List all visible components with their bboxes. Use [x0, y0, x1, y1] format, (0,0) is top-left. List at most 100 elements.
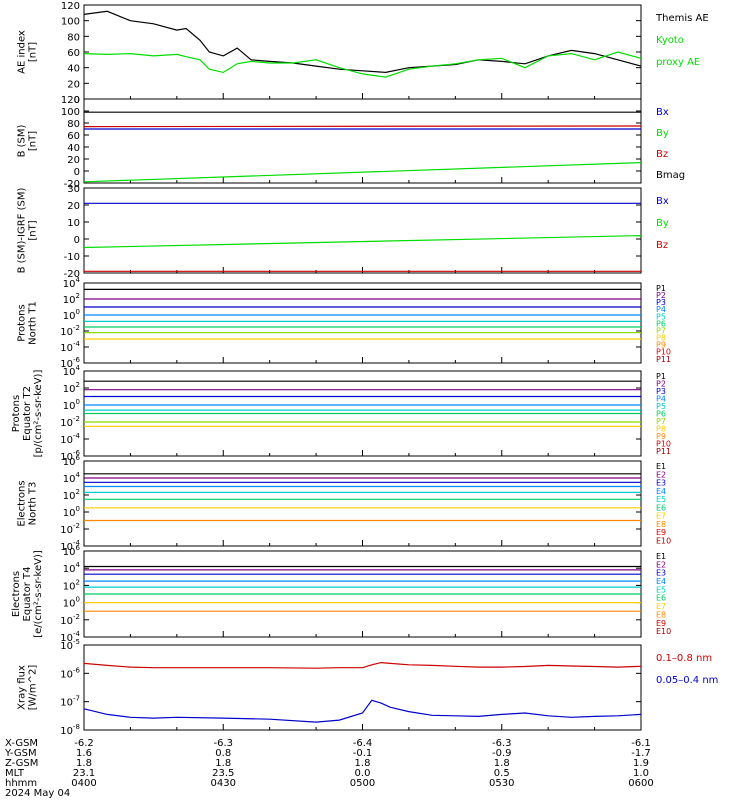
axis-row-value: -1.7	[631, 748, 651, 759]
legend-p10: P10	[656, 440, 671, 449]
y-tick-label: -20	[64, 179, 80, 190]
y-tick-label: 60	[67, 48, 80, 59]
y-tick-label: 0	[74, 167, 80, 178]
axis-row-value: 1.6	[76, 748, 92, 759]
axis-row-value: -0.9	[492, 748, 512, 759]
legend-p7: P7	[656, 417, 666, 426]
panel-5-ylabel: Equator T2	[22, 386, 33, 441]
legend-bmag: Bmag	[656, 170, 685, 181]
axis-row-value: 23.1	[73, 768, 95, 779]
y-tick-label: 20	[67, 155, 80, 166]
panel-1-ylabel: [nT]	[28, 42, 39, 62]
axis-row-value: -6.1	[631, 738, 651, 749]
legend-e7: E7	[656, 602, 666, 611]
panel-1-frame	[83, 4, 642, 100]
y-tick-label: 100	[61, 107, 80, 118]
axis-row-value: 0.5	[494, 768, 510, 779]
y-tick-label: 20	[67, 79, 80, 90]
axis-row-value: 0.0	[355, 768, 371, 779]
legend-p11: P11	[656, 355, 671, 364]
legend-p1: P1	[656, 372, 666, 381]
legend-e5: E5	[656, 585, 666, 594]
legend-p1: P1	[656, 284, 666, 293]
y-tick-label: 104	[63, 471, 81, 485]
y-tick-label: 10-2	[60, 613, 80, 627]
y-tick-label: 100	[63, 505, 80, 519]
legend-p3: P3	[656, 387, 666, 396]
panel-7-ylabel: Equator T4	[22, 567, 33, 622]
legend-themis-ae: Themis AE	[655, 13, 709, 24]
legend-p2: P2	[656, 380, 666, 389]
axis-row-label: hhmm	[5, 778, 37, 789]
axis-row-value: 0.8	[215, 748, 231, 759]
legend-e5: E5	[656, 495, 666, 504]
y-tick-label: 102	[63, 292, 80, 306]
panel-7-ylabel: Electrons	[11, 571, 22, 617]
legend-e7: E7	[656, 512, 666, 521]
axis-row-value: -6.4	[353, 738, 373, 749]
legend-p10: P10	[656, 348, 671, 357]
axis-row-value: -6.2	[74, 738, 94, 749]
panel-4-ylabel: Protons	[17, 304, 28, 341]
series-line-0-05-0-4-nm	[83, 699, 642, 723]
legend-bz: Bz	[656, 240, 668, 251]
panel-5-ylabel: Protons	[11, 395, 22, 432]
legend-p5: P5	[656, 312, 666, 321]
axis-row-value: 1.8	[76, 758, 92, 769]
axis-row-value: 0600	[628, 778, 653, 789]
legend-bx: Bx	[656, 107, 669, 118]
legend-e2: E2	[656, 560, 666, 569]
series-line-bz	[83, 125, 642, 128]
legend-p6: P6	[656, 410, 666, 419]
axis-row-value: 1.8	[355, 758, 371, 769]
panel-4-frame	[83, 282, 642, 364]
y-tick-label: 120	[61, 1, 80, 12]
panel-8-ylabel: Xray flux	[17, 665, 28, 710]
y-tick-label: 10-2	[60, 324, 80, 338]
panel-6-ylabel: North T3	[28, 482, 39, 526]
y-tick-label: 104	[63, 364, 81, 378]
y-tick-label: 102	[63, 381, 80, 395]
panel-3-frame	[83, 187, 642, 274]
y-tick-label: 100	[63, 596, 80, 610]
axis-row-value: 0500	[350, 778, 375, 789]
axis-row-value: 0530	[489, 778, 514, 789]
axis-row-value: 23.5	[212, 768, 234, 779]
panel-2-ylabel: [nT]	[28, 131, 39, 151]
axis-row-value: -0.1	[353, 748, 373, 759]
y-tick-label: 10-5	[60, 638, 80, 652]
axis-row-label: X-GSM	[5, 738, 38, 749]
y-tick-label: 104	[63, 276, 81, 290]
axis-row-value: -6.3	[492, 738, 512, 749]
legend-p11: P11	[656, 447, 671, 456]
legend-e1: E1	[656, 462, 666, 471]
legend-e4: E4	[656, 577, 666, 586]
legend-p8: P8	[656, 334, 666, 343]
panel-3-ylabel: B (SM)-IGRF (SM)	[17, 188, 28, 274]
y-tick-label: 40	[67, 143, 80, 154]
y-tick-label: 80	[67, 119, 80, 130]
y-tick-label: 120	[61, 95, 80, 106]
y-tick-label: 10-2	[60, 522, 80, 536]
panel-3-ylabel: [nT]	[28, 220, 39, 240]
legend-by: By	[656, 218, 669, 229]
legend-e2: E2	[656, 470, 666, 479]
y-tick-label: 10-8	[60, 723, 80, 737]
axis-row-label: Z-GSM	[5, 758, 38, 769]
series-line-by	[83, 235, 642, 249]
legend-p4: P4	[656, 395, 666, 404]
legend-0-05-0-4-nm: 0.05–0.4 nm	[656, 675, 718, 686]
legend-e6: E6	[656, 503, 666, 512]
y-tick-label: 106	[63, 544, 81, 558]
y-tick-label: 102	[63, 578, 80, 592]
legend-kyoto-proxy-ae: proxy AE	[656, 57, 700, 68]
panel-1-ylabel: AE index	[17, 30, 28, 74]
date-label: 2024 May 04	[5, 788, 70, 799]
series-line-themis-ae	[83, 10, 642, 74]
panel-4-ylabel: North T1	[28, 301, 39, 345]
y-tick-label: 100	[61, 17, 80, 28]
legend-e4: E4	[656, 487, 666, 496]
axis-row-label: Y-GSM	[4, 748, 37, 759]
y-tick-label: 10-4	[60, 432, 80, 446]
y-tick-label: 10-4	[60, 340, 80, 354]
